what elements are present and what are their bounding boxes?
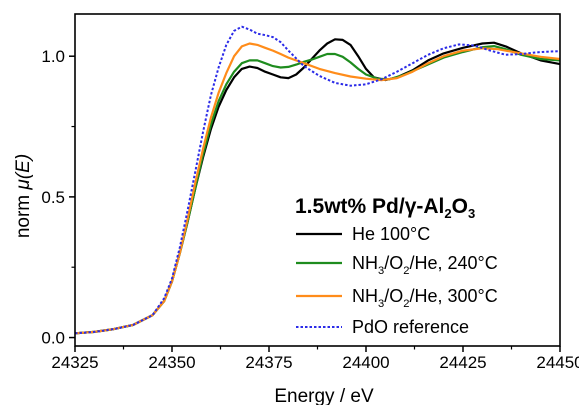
legend-label-nh3_300: NH3/O2/He, 300°C [352, 286, 498, 310]
x-tick-label: 24325 [51, 353, 98, 372]
x-tick-label: 24375 [245, 353, 292, 372]
x-tick-label: 24425 [439, 353, 486, 372]
series-line-nh3_300 [74, 42, 561, 335]
x-axis-title: Energy / eV [274, 386, 374, 405]
legend-label-he100: He 100°C [352, 224, 430, 244]
legend: 1.5wt% Pd/γ-Al2O3 He 100°C NH3/O2/He, 240… [295, 195, 498, 337]
y-axis-title: norm μ(E) [13, 154, 34, 238]
y-tick-label: 1.0 [41, 47, 65, 66]
axes-layer: 24325 24350 24375 24400 24425 24450 0.0 0.5 1.0 [41, 13, 579, 372]
series-line-pdo_ref [74, 25, 561, 335]
legend-label-nh3_240: NH3/O2/He, 240°C [352, 253, 498, 277]
x-tick-label: 24450 [536, 353, 579, 372]
x-tick-label: 24350 [148, 353, 195, 372]
y-tick-label: 0.0 [41, 329, 65, 348]
legend-title: 1.5wt% Pd/γ-Al2O3 [295, 195, 475, 221]
legend-label-pdo_ref: PdO reference [352, 317, 469, 337]
y-tick-label: 0.5 [41, 188, 65, 207]
series-layer [74, 25, 561, 335]
x-tick-label: 24400 [342, 353, 389, 372]
